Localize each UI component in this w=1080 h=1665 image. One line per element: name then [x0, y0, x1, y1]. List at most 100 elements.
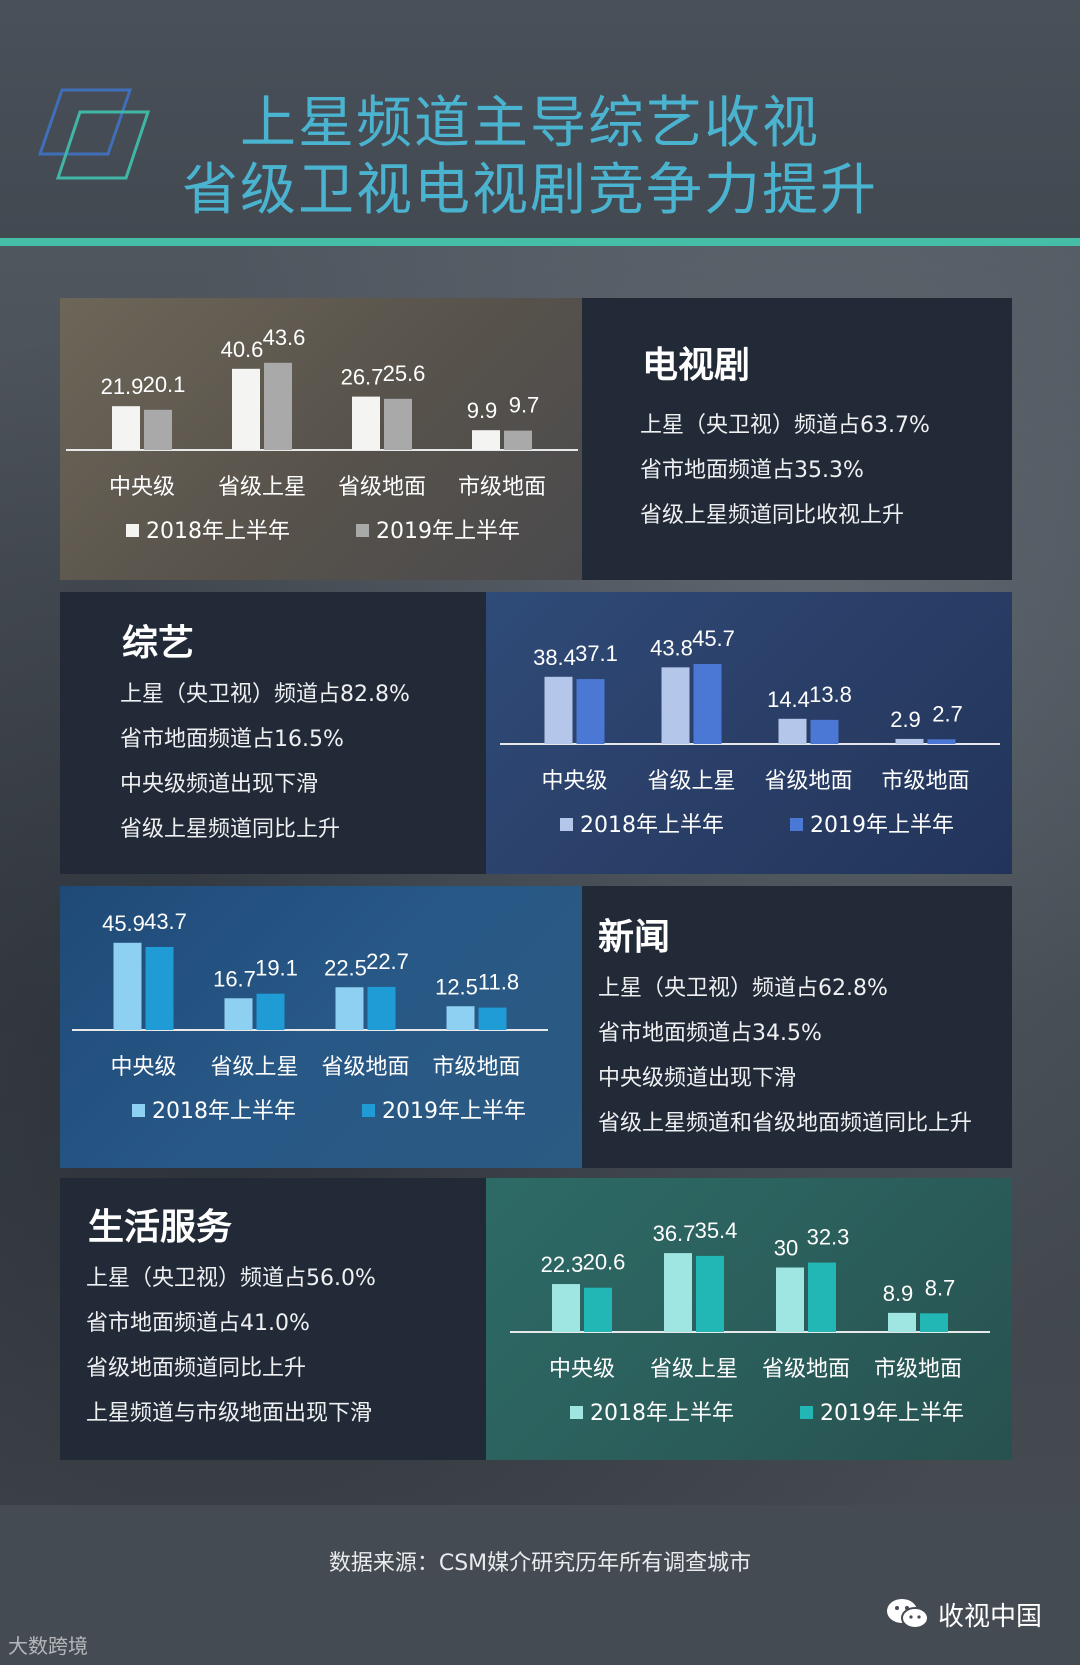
bar-0-3 — [888, 1312, 916, 1332]
bar-0-0 — [544, 676, 573, 744]
bullet-item: 省市地面频道占41.0% — [86, 1311, 310, 1336]
category-label: 省级上星 — [647, 769, 735, 794]
legend-swatch — [356, 524, 369, 537]
data-label: 9.7 — [509, 393, 540, 418]
section-title-drama: 电视剧 — [642, 345, 751, 386]
bullet-item: 省级上星频道和省级地面频道同比上升 — [598, 1111, 973, 1136]
bullet-item: 上星（央卫视）频道占62.8% — [598, 976, 888, 1001]
data-label: 32.3 — [807, 1225, 850, 1250]
bar-1-0 — [145, 946, 174, 1030]
bullet-item: 省级上星频道同比收视上升 — [640, 503, 905, 528]
legend-label: 2018年上半年 — [152, 1099, 296, 1124]
bar-0-2 — [776, 1267, 804, 1332]
bar-0-0 — [113, 942, 142, 1030]
category-label: 省级上星 — [218, 475, 306, 500]
text-panel-news: 新闻 上星（央卫视）频道占62.8% 省市地面频道占34.5% 中央级频道出现下… — [582, 886, 1012, 1168]
category-label: 市级地面 — [458, 475, 546, 500]
data-label: 14.4 — [767, 687, 810, 712]
category-label: 省级地面 — [338, 475, 426, 500]
bar-0-3 — [472, 430, 500, 450]
bar-0-2 — [352, 396, 380, 450]
legend-label: 2018年上半年 — [580, 813, 724, 838]
chart-panel-drama: 21.9 20.1 中央级 40.6 43.6 省级上星 26.7 25.6 省级地面 9.9 9.… — [60, 298, 582, 580]
wechat-icon — [887, 1599, 929, 1629]
bar-1-1 — [256, 993, 285, 1030]
legend-swatch — [362, 1104, 375, 1117]
data-label: 36.7 — [653, 1221, 696, 1246]
bar-1-1 — [264, 362, 292, 450]
section-title-variety: 综艺 — [122, 623, 195, 664]
text-panel-drama: 电视剧 上星（央卫视）频道占63.7% 省市地面频道占35.3% 省级上星频道同… — [582, 298, 1012, 580]
legend-swatch — [790, 818, 803, 831]
legend-swatch — [126, 524, 139, 537]
data-source-note: 数据来源：CSM媒介研究历年所有调查城市 — [328, 1551, 752, 1576]
legend-label: 2019年上半年 — [820, 1401, 964, 1426]
data-label: 38.4 — [533, 645, 576, 670]
category-label: 省级上星 — [210, 1055, 298, 1080]
lifestyle-bar-chart: 22.3 20.6 中央级 36.7 35.4 省级上星 30 32.3 省级地面 8.9 8.7 市… — [510, 1218, 990, 1426]
category-label: 市级地面 — [432, 1055, 520, 1080]
title-line-1: 上星频道主导综艺收视 — [240, 91, 820, 156]
category-label: 中央级 — [110, 1055, 176, 1080]
section-title-lifestyle: 生活服务 — [88, 1207, 233, 1248]
data-label: 22.3 — [541, 1252, 584, 1277]
category-label: 中央级 — [541, 769, 607, 794]
bar-1-0 — [584, 1287, 612, 1332]
bar-1-1 — [696, 1255, 724, 1332]
data-label: 21.9 — [101, 374, 144, 399]
data-label: 16.7 — [213, 966, 256, 991]
bar-0-1 — [224, 998, 253, 1030]
drama-bar-chart: 21.9 20.1 中央级 40.6 43.6 省级上星 26.7 25.6 省级地面 9.9 9.… — [66, 325, 578, 544]
news-bar-chart: 45.9 43.7 中央级 16.7 19.1 省级上星 22.5 22.7 省级地面 12.5 1… — [72, 909, 548, 1124]
text-panel-lifestyle: 生活服务 上星（央卫视）频道占56.0% 省市地面频道占41.0% 省级地面频道… — [60, 1178, 486, 1460]
legend-swatch — [560, 818, 573, 831]
category-label: 省级地面 — [764, 769, 852, 794]
category-label: 省级地面 — [762, 1357, 850, 1382]
category-label: 市级地面 — [881, 769, 969, 794]
bullet-list-lifestyle: 上星（央卫视）频道占56.0% 省市地面频道占41.0% 省级地面频道同比上升 … — [86, 1256, 376, 1436]
data-label: 8.9 — [883, 1281, 914, 1306]
bullet-item: 上星（央卫视）频道占56.0% — [86, 1266, 376, 1291]
data-label: 13.8 — [809, 682, 852, 707]
header-divider — [0, 238, 1080, 246]
legend-label: 2019年上半年 — [810, 813, 954, 838]
data-label: 37.1 — [575, 641, 618, 666]
watermark-text: 大数跨境 — [8, 1634, 88, 1658]
data-label: 45.9 — [102, 911, 145, 936]
brand-name: 收视中国 — [938, 1602, 1043, 1632]
variety-bar-chart: 38.4 37.1 中央级 43.8 45.7 省级上星 14.4 13.8 省级地面 2.9 2.… — [500, 626, 1000, 838]
bullet-item: 上星（央卫视）频道占63.7% — [640, 413, 930, 438]
category-label: 省级上星 — [650, 1357, 738, 1382]
bar-1-2 — [367, 986, 396, 1030]
bullet-item: 省市地面频道占35.3% — [640, 458, 864, 483]
legend-swatch — [800, 1406, 813, 1419]
bullet-item: 省级上星频道同比上升 — [120, 817, 341, 842]
bullet-list-news: 上星（央卫视）频道占62.8% 省市地面频道占34.5% 中央级频道出现下滑 省… — [598, 966, 972, 1146]
bar-0-1 — [661, 667, 690, 744]
bar-1-0 — [576, 679, 605, 744]
data-label: 2.7 — [932, 701, 963, 726]
bullet-item: 上星（央卫视）频道占82.8% — [120, 682, 410, 707]
bar-0-3 — [895, 738, 924, 744]
chart-panel-variety: 38.4 37.1 中央级 43.8 45.7 省级上星 14.4 13.8 省级地面 2.9 2.… — [486, 592, 1012, 874]
bar-1-3 — [920, 1313, 948, 1332]
bullet-list-variety: 上星（央卫视）频道占82.8% 省市地面频道占16.5% 中央级频道出现下滑 省… — [120, 672, 410, 852]
legend-label: 2019年上半年 — [376, 519, 520, 544]
data-label: 43.7 — [144, 909, 187, 934]
text-panel-variety: 综艺 上星（央卫视）频道占82.8% 省市地面频道占16.5% 中央级频道出现下… — [60, 592, 486, 874]
bar-1-3 — [478, 1007, 507, 1030]
data-label: 43.6 — [263, 325, 306, 350]
bullet-item: 上星频道与市级地面出现下滑 — [86, 1401, 373, 1426]
bar-1-1 — [693, 664, 722, 744]
bullet-item: 省级地面频道同比上升 — [86, 1356, 307, 1381]
chart-panel-news: 45.9 43.7 中央级 16.7 19.1 省级上星 22.5 22.7 省级地面 12.5 1… — [60, 886, 582, 1168]
bar-0-3 — [446, 1006, 475, 1030]
data-label: 2.9 — [890, 707, 921, 732]
data-label: 20.1 — [143, 372, 186, 397]
bar-1-3 — [927, 739, 956, 744]
category-label: 中央级 — [109, 475, 175, 500]
bar-1-2 — [808, 1262, 836, 1332]
data-label: 9.9 — [467, 398, 498, 423]
bullet-list-drama: 上星（央卫视）频道占63.7% 省市地面频道占35.3% 省级上星频道同比收视上… — [640, 403, 930, 538]
data-label: 26.7 — [341, 365, 384, 390]
